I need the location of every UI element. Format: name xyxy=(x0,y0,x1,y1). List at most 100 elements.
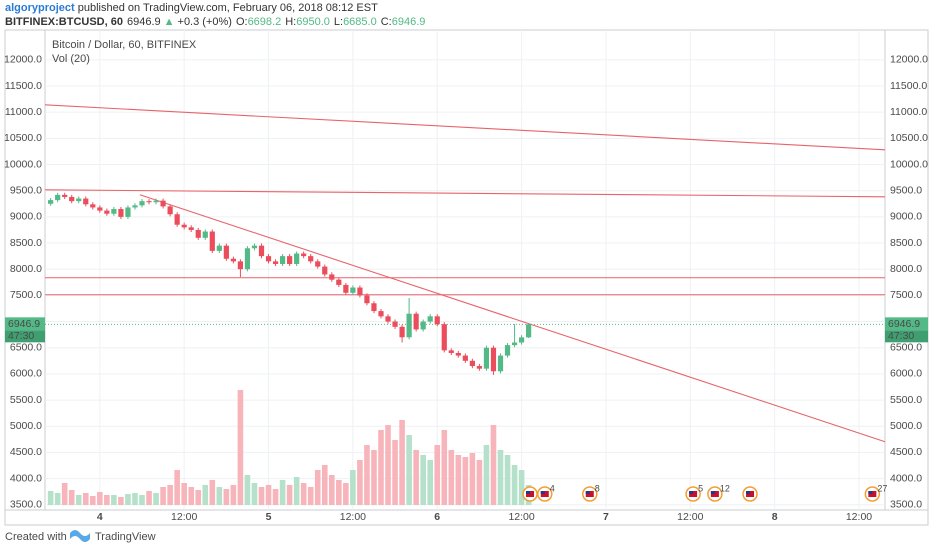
candle-body xyxy=(104,210,110,214)
volume-bar xyxy=(195,490,202,505)
volume-bar xyxy=(420,455,426,505)
h: 6950.0 xyxy=(296,16,330,28)
y-tick-label: 7500.0 xyxy=(10,289,42,301)
y-tick-label-right: 10000.0 xyxy=(890,158,928,170)
volume-bar xyxy=(202,485,209,505)
volume-bar xyxy=(399,420,405,505)
volume-bar xyxy=(286,485,293,505)
volume-label: Vol (20) xyxy=(52,53,90,65)
volume-bar xyxy=(230,485,237,505)
volume-bar xyxy=(469,453,476,505)
volume-bar xyxy=(321,465,328,505)
volume-bar xyxy=(406,435,412,505)
x-tick-label: 5 xyxy=(266,511,272,523)
volume-bar xyxy=(476,460,483,505)
volume-bar xyxy=(364,445,370,505)
x-tick-label: 12:00 xyxy=(340,511,366,523)
y-tick-label: 4000.0 xyxy=(10,472,42,484)
volume-bar xyxy=(118,497,124,505)
y-tick-label-right: 10500.0 xyxy=(890,132,928,144)
volume-bar xyxy=(61,483,68,505)
candle-body xyxy=(160,200,166,207)
y-tick-label-right: 5000.0 xyxy=(890,420,922,432)
volume-bar xyxy=(153,493,159,505)
y-tick-label: 9500.0 xyxy=(10,184,42,196)
candle-body xyxy=(265,256,272,262)
y-tick-label: 6000.0 xyxy=(10,368,42,380)
volume-bar xyxy=(497,450,504,505)
volume-bar xyxy=(167,485,173,505)
candle-body xyxy=(62,194,68,197)
volume-bar xyxy=(448,450,455,505)
candle-body xyxy=(258,245,265,257)
volume-bar xyxy=(504,455,511,505)
volume-bar xyxy=(455,455,462,505)
volume-bar xyxy=(293,477,300,505)
candle-body xyxy=(287,256,293,264)
c-label: C: xyxy=(381,16,392,28)
y-tick-label-right: 11500.0 xyxy=(890,80,927,92)
footer-brand[interactable]: TradingView xyxy=(95,531,156,543)
event-flag-canton xyxy=(868,491,873,494)
y-tick-label-right: 11000.0 xyxy=(890,106,927,118)
frame xyxy=(4,29,929,526)
y-tick-label-right: 6500.0 xyxy=(890,342,922,354)
event-flag-canton xyxy=(746,491,751,494)
y-tick-label-right: 5500.0 xyxy=(890,394,922,406)
volume-bar xyxy=(378,430,384,505)
candle-body xyxy=(357,287,363,296)
volume-bar xyxy=(146,491,152,505)
y-tick-label: 4500.0 xyxy=(10,446,42,458)
candle-body xyxy=(399,326,405,338)
trend-line xyxy=(139,194,886,443)
candle-body xyxy=(378,311,384,317)
volume-bar xyxy=(328,475,335,505)
x-tick-label: 12:00 xyxy=(677,511,703,523)
volume-bar xyxy=(237,390,244,505)
candle-body xyxy=(448,350,454,353)
event-count: 8 xyxy=(595,483,600,493)
candle-body xyxy=(441,324,447,351)
countdown-box xyxy=(5,330,45,343)
candle-body xyxy=(230,258,236,262)
symbol-line: BITFINEX:BTCUSD, 60 6946.9 ▲ +0.3 (+0%) O:66… xyxy=(5,16,425,28)
trend-line xyxy=(44,189,886,198)
candle-body xyxy=(322,266,328,275)
last-price-label: 6946.9 xyxy=(8,318,40,330)
last-price-box xyxy=(5,317,45,331)
l-label: L: xyxy=(334,16,343,28)
volume-bar xyxy=(357,460,363,505)
header: algoryproject published on TradingView.c… xyxy=(5,2,425,28)
volume-bar xyxy=(300,483,307,505)
volume-bar xyxy=(82,493,89,505)
last: 6946.9 xyxy=(127,16,161,28)
volume-bar xyxy=(279,480,286,505)
candle-body xyxy=(308,256,314,262)
volume-bar xyxy=(181,483,187,505)
legend-title: Bitcoin / Dollar, 60, BITFINEX xyxy=(52,39,197,51)
candle-body xyxy=(469,360,475,367)
candle-body xyxy=(153,200,159,203)
event-flag-canton xyxy=(585,491,590,494)
volume-bar xyxy=(441,430,448,505)
candle-body xyxy=(413,313,419,330)
event-flag-canton xyxy=(689,491,694,494)
volume-bar xyxy=(68,490,75,505)
x-tick-label: 6 xyxy=(434,511,440,523)
y-tick-label-right: 6000.0 xyxy=(890,368,922,380)
candle-body xyxy=(188,227,194,230)
candle-body xyxy=(132,205,138,208)
logo xyxy=(70,530,90,542)
y-tick-label: 6500.0 xyxy=(10,342,42,354)
candle-body xyxy=(181,224,187,228)
candle-body xyxy=(504,345,511,356)
drawings xyxy=(44,104,886,443)
volume-bar xyxy=(392,440,398,505)
candle-body xyxy=(329,274,335,280)
volume-bar xyxy=(209,480,216,505)
volume-bar xyxy=(160,487,166,505)
candle-body xyxy=(350,287,356,293)
volume-bar xyxy=(132,493,138,505)
candle-body xyxy=(336,279,342,285)
